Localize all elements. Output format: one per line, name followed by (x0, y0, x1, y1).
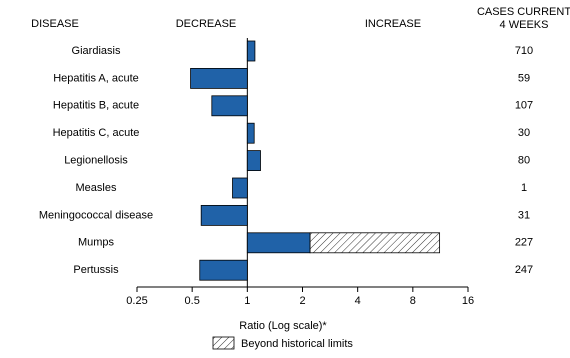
bar (246, 122, 255, 144)
bar-beyond-limit (309, 232, 441, 254)
x-tick-label: 16 (462, 295, 474, 307)
cases-value: 30 (518, 127, 530, 139)
header-disease: DISEASE (31, 18, 79, 30)
header-cases: CASES CURRENT (477, 6, 570, 18)
x-axis-label: Ratio (Log scale)* (239, 320, 327, 332)
x-tick-label: 0.25 (126, 295, 147, 307)
cases-value: 247 (515, 264, 533, 276)
bar (200, 204, 248, 226)
cases-value: 227 (515, 237, 533, 249)
disease-label: Meningococcal disease (39, 209, 153, 221)
cases-value: 31 (518, 209, 530, 221)
disease-label: Giardiasis (72, 45, 121, 57)
disease-label: Mumps (78, 237, 115, 249)
disease-label: Pertussis (73, 264, 119, 276)
bar (199, 259, 248, 281)
header-increase: INCREASE (365, 18, 421, 30)
cases-value: 710 (515, 45, 533, 57)
legend-label: Beyond historical limits (241, 338, 353, 350)
x-tick-label: 2 (299, 295, 305, 307)
bar (190, 68, 248, 89)
header-cases: 4 WEEKS (500, 19, 549, 31)
bar (246, 232, 311, 254)
bar (246, 40, 256, 62)
bar (246, 150, 261, 172)
disease-label: Hepatitis B, acute (53, 100, 139, 112)
disease-label: Legionellosis (64, 155, 128, 167)
cases-value: 80 (518, 155, 530, 167)
x-tick-label: 0.5 (185, 295, 200, 307)
disease-label: Hepatitis A, acute (53, 72, 139, 84)
cases-value: 107 (515, 100, 533, 112)
x-tick-label: 4 (355, 295, 361, 307)
x-tick-label: 1 (244, 295, 250, 307)
bar (232, 177, 248, 199)
cases-value: 1 (521, 182, 527, 194)
bar (211, 95, 248, 117)
legend-swatch (212, 336, 235, 350)
disease-label: Hepatitis C, acute (53, 127, 140, 139)
disease-label: Measles (76, 182, 117, 194)
x-tick-label: 8 (410, 295, 416, 307)
cases-value: 59 (518, 72, 530, 84)
header-decrease: DECREASE (176, 18, 237, 30)
